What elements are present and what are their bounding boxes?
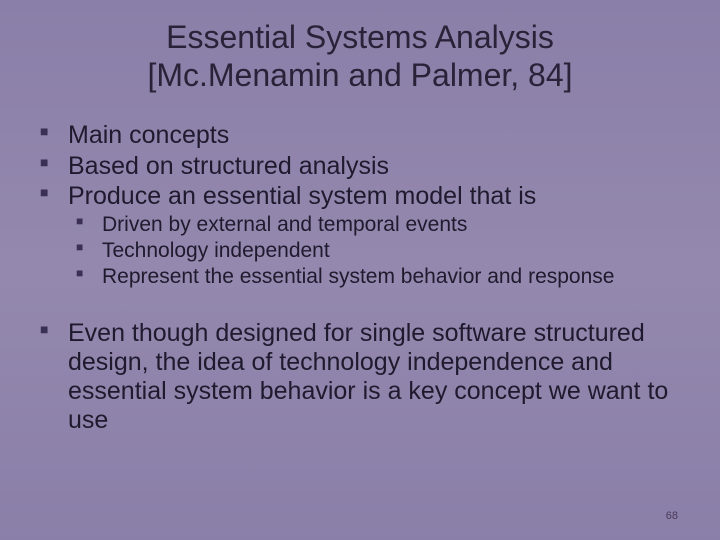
- list-item-text: Driven by external and temporal events: [102, 213, 467, 236]
- list-item-text: Main concepts: [68, 121, 229, 149]
- title-line-1: Essential Systems Analysis: [166, 19, 554, 55]
- slide: Essential Systems Analysis [Mc.Menamin a…: [0, 0, 720, 540]
- list-item-text: Based on structured analysis: [68, 152, 389, 180]
- list-item: Technology independent: [40, 239, 680, 263]
- page-number: 68: [666, 510, 678, 522]
- list-item: Even though designed for single software…: [40, 319, 680, 434]
- list-item: Main concepts: [40, 121, 680, 150]
- title-line-2: [Mc.Menamin and Palmer, 84]: [147, 57, 572, 93]
- list-item: Represent the essential system behavior …: [40, 265, 680, 289]
- list-item: Based on structured analysis: [40, 152, 680, 181]
- list-item-text: Produce an essential system model that i…: [68, 182, 536, 210]
- list-item-text: Technology independent: [102, 239, 330, 262]
- list-item: Produce an essential system model that i…: [40, 182, 680, 211]
- list-gap: [40, 291, 680, 319]
- list-item-text: Even though designed for single software…: [68, 319, 668, 433]
- list-item: Driven by external and temporal events: [40, 213, 680, 237]
- bullet-list: Main concepts Based on structured analys…: [40, 121, 680, 435]
- list-item-text: Represent the essential system behavior …: [102, 265, 614, 288]
- slide-title: Essential Systems Analysis [Mc.Menamin a…: [40, 18, 680, 95]
